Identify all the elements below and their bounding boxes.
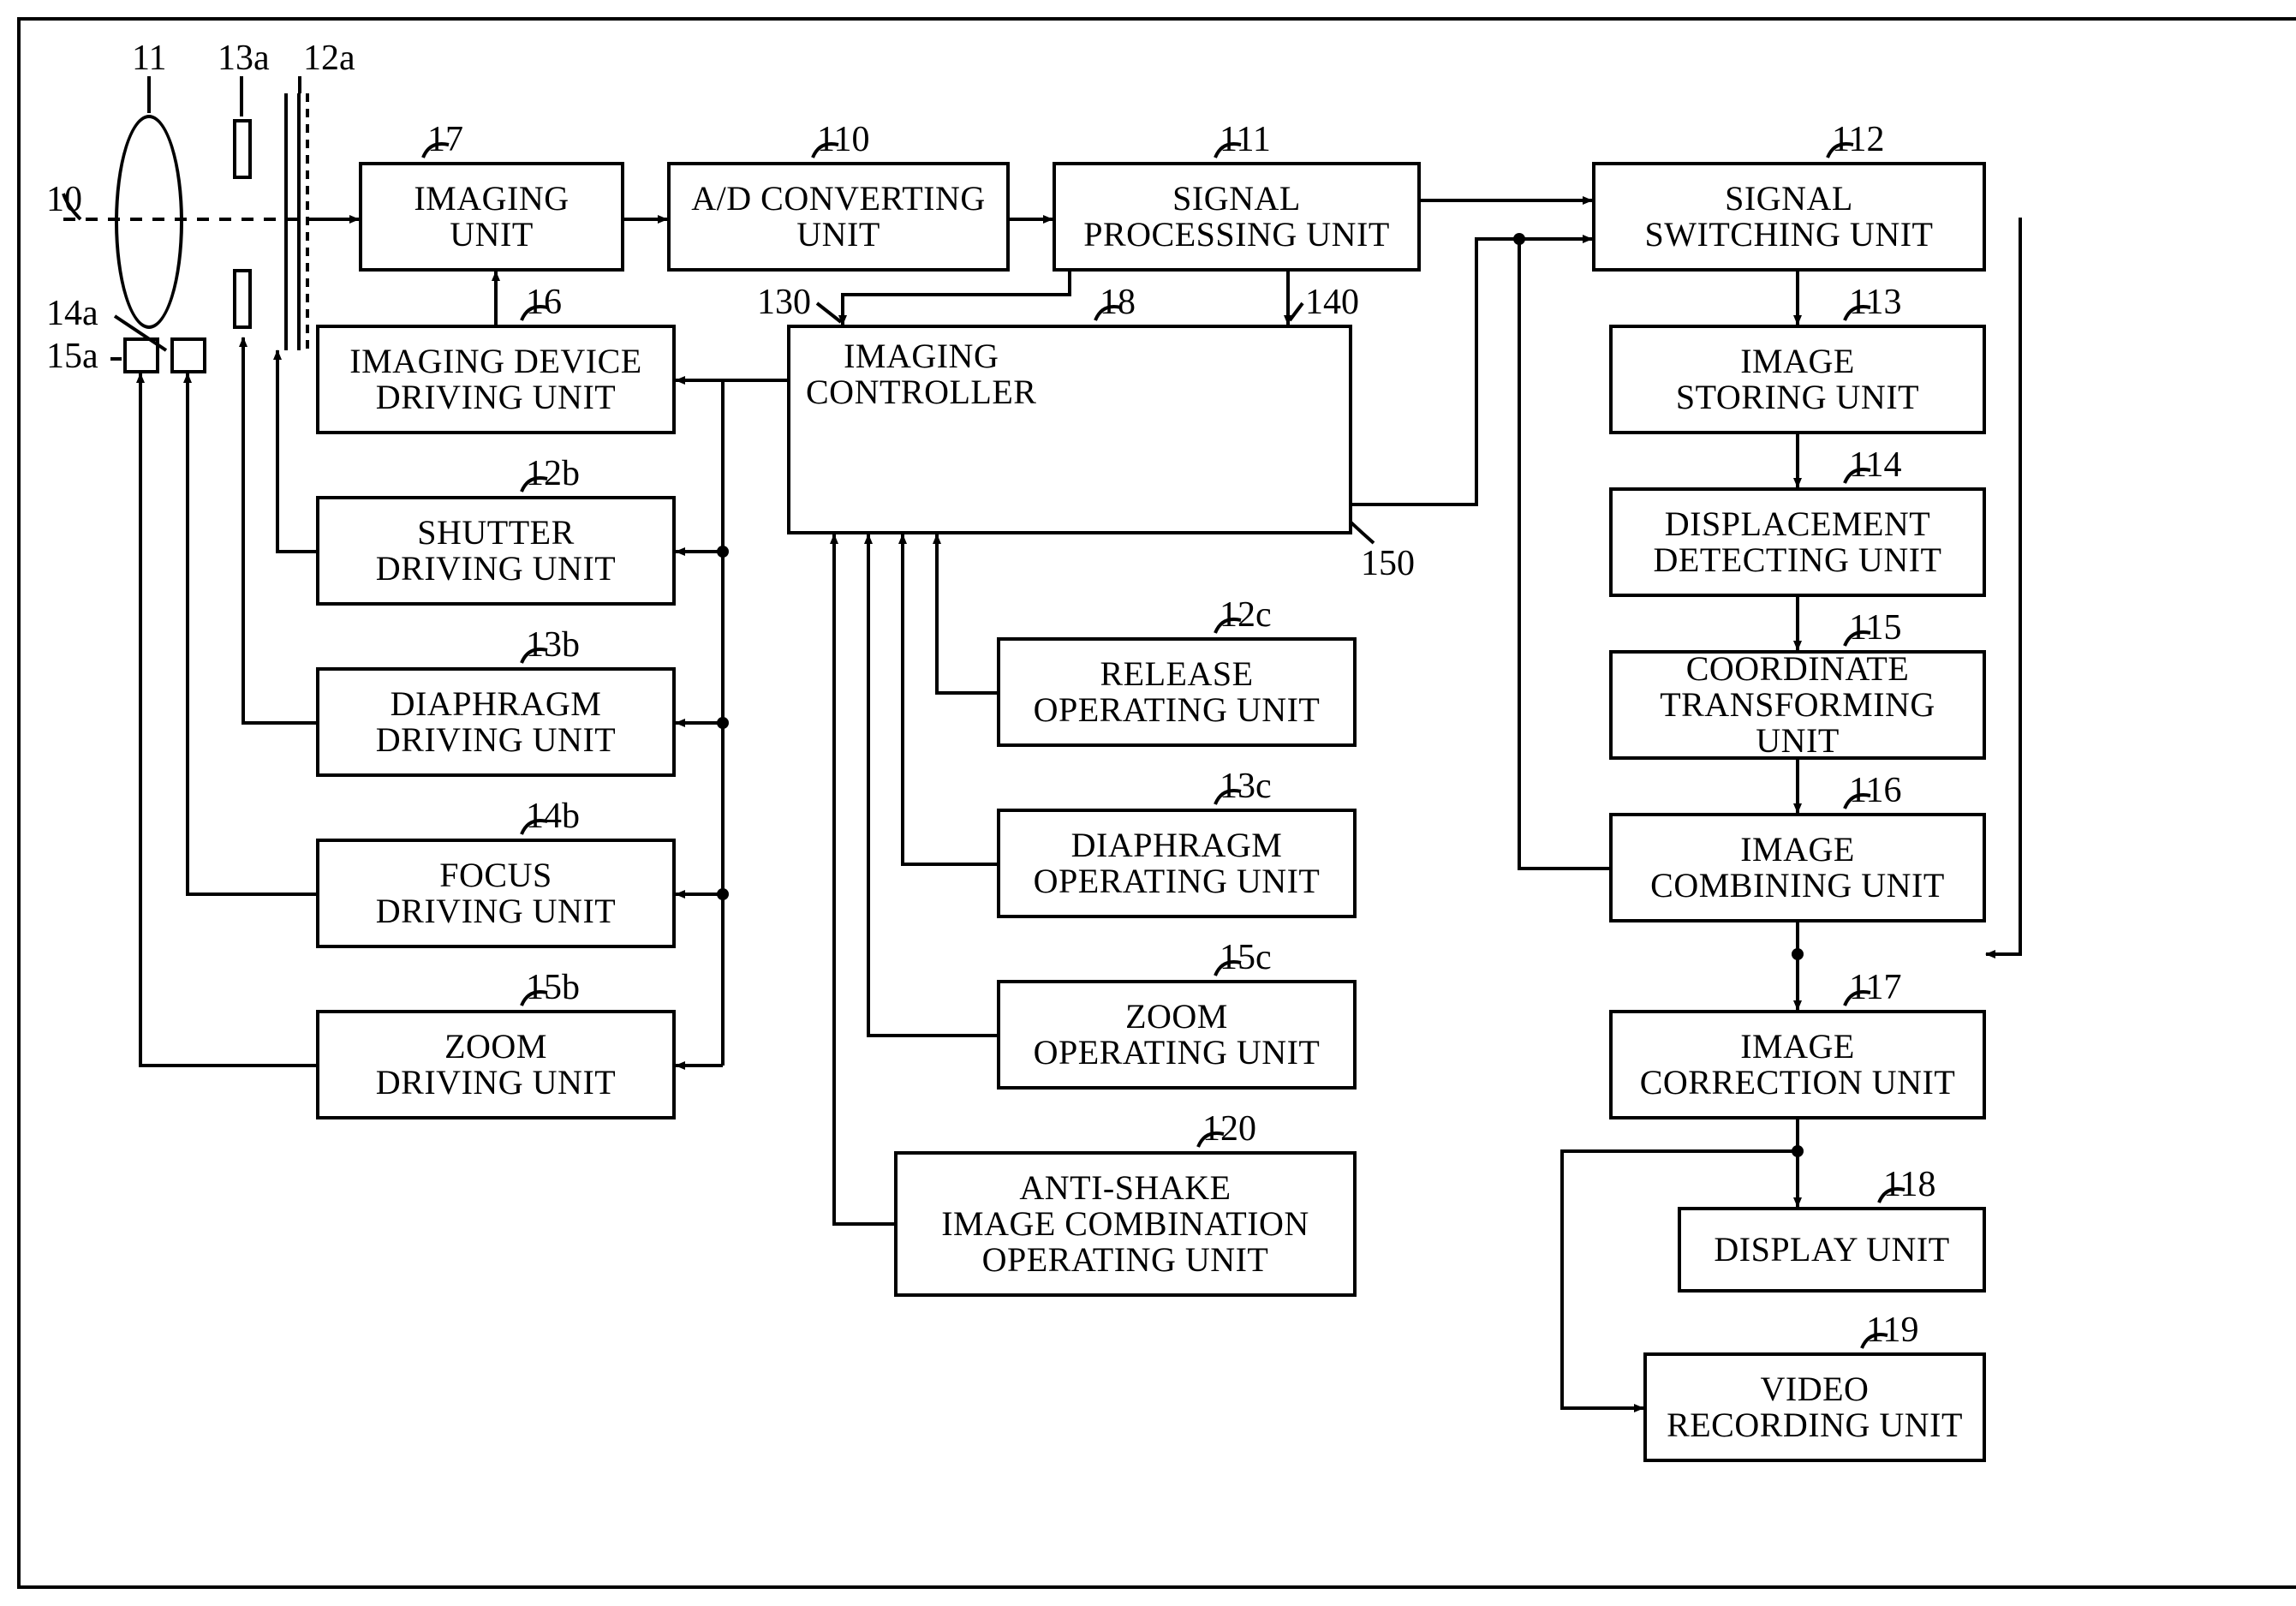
- ref-114: 114: [1849, 445, 1901, 486]
- block-shutter-driving: SHUTTER DRIVING UNIT: [316, 496, 676, 606]
- block-diaphragm-driving: DIAPHRAGM DRIVING UNIT: [316, 667, 676, 777]
- ref-118: 118: [1883, 1164, 1935, 1205]
- ref-112: 112: [1832, 119, 1884, 160]
- block-imaging-controller: IMAGING CONTROLLER: [787, 325, 1352, 534]
- ref-18: 18: [1100, 282, 1136, 323]
- block-focus-driving: FOCUS DRIVING UNIT: [316, 839, 676, 948]
- ref-11: 11: [132, 38, 166, 79]
- ref-14b: 14b: [526, 796, 580, 837]
- block-diaphragm-operating: DIAPHRAGM OPERATING UNIT: [997, 809, 1357, 918]
- diaphragm-top-13a: [233, 119, 252, 179]
- diagram-canvas: IMAGING UNIT A/D CONVERTING UNIT SIGNAL PR…: [17, 17, 2296, 1589]
- ref-15c: 15c: [1220, 937, 1272, 978]
- block-image-combining: IMAGE COMBINING UNIT: [1609, 813, 1986, 922]
- ref-113: 113: [1849, 282, 1901, 323]
- diaphragm-bottom-13a: [233, 269, 252, 329]
- ref-130: 130: [757, 282, 811, 323]
- conn-sigproc-down-130: [843, 272, 1070, 325]
- conn-zoom-op-to-ctrl: [868, 534, 997, 1036]
- block-ad-converting-unit: A/D CONVERTING UNIT: [667, 162, 1010, 272]
- ref-120: 120: [1202, 1108, 1256, 1149]
- block-displacement-detect: DISPLACEMENT DETECTING UNIT: [1609, 487, 1986, 597]
- conn-zoom-to-15a: [140, 373, 316, 1066]
- lens-11: [115, 115, 183, 329]
- block-release-operating: RELEASE OPERATING UNIT: [997, 637, 1357, 747]
- block-imaging-device-drv: IMAGING DEVICE DRIVING UNIT: [316, 325, 676, 434]
- ref-12c: 12c: [1220, 594, 1272, 636]
- conn-130-leader: [817, 303, 841, 322]
- ref-13b: 13b: [526, 624, 580, 666]
- block-coord-transform: COORDINATE TRANSFORMING UNIT: [1609, 650, 1986, 760]
- conn-diaphragm-to-13a: [243, 337, 316, 723]
- conn-140-leader: [1290, 303, 1303, 320]
- block-zoom-operating: ZOOM OPERATING UNIT: [997, 980, 1357, 1090]
- ref-12b: 12b: [526, 453, 580, 494]
- ref-16: 16: [526, 282, 562, 323]
- ref-17: 17: [427, 119, 463, 160]
- block-zoom-driving: ZOOM DRIVING UNIT: [316, 1010, 676, 1119]
- ref-15b: 15b: [526, 967, 580, 1008]
- block-signal-processing: SIGNAL PROCESSING UNIT: [1053, 162, 1421, 272]
- block-video-recording: VIDEO RECORDING UNIT: [1643, 1352, 1986, 1462]
- conn-ctrl-right-out: [1352, 239, 1592, 504]
- ref-117: 117: [1849, 967, 1901, 1008]
- ref-110: 110: [817, 119, 869, 160]
- conn-release-to-ctrl: [937, 534, 997, 693]
- conn-diaph-op-to-ctrl: [903, 534, 997, 864]
- ref-116: 116: [1849, 770, 1901, 811]
- block-display-unit: DISPLAY UNIT: [1678, 1207, 1986, 1293]
- ref-111: 111: [1220, 119, 1271, 160]
- block-image-storing: IMAGE STORING UNIT: [1609, 325, 1986, 434]
- conn-switch-bypass-down: [1986, 218, 2020, 954]
- block-signal-switching: SIGNAL SWITCHING UNIT: [1592, 162, 1986, 272]
- ref-15a: 15a: [46, 336, 98, 377]
- conn-shutter-to-12a: [277, 350, 316, 552]
- conn-antishake-to-ctrl: [834, 534, 894, 1224]
- conn-combine-feedback: [1519, 239, 1609, 869]
- ref-12a: 12a: [303, 38, 355, 79]
- block-imaging-unit: IMAGING UNIT: [359, 162, 624, 272]
- ref-13a: 13a: [218, 38, 270, 79]
- ref-14a: 14a: [46, 293, 98, 334]
- ref-119: 119: [1866, 1310, 1918, 1351]
- zoom-box-15a: [123, 337, 159, 373]
- ref-13c: 13c: [1220, 766, 1272, 807]
- block-anti-shake: ANTI-SHAKE IMAGE COMBINATION OPERATING U…: [894, 1151, 1357, 1297]
- ref-115: 115: [1849, 607, 1901, 648]
- block-image-correction: IMAGE CORRECTION UNIT: [1609, 1010, 1986, 1119]
- ref-150: 150: [1361, 543, 1415, 584]
- ref-10: 10: [46, 179, 82, 220]
- focus-box-14a: [170, 337, 206, 373]
- ref-140: 140: [1305, 282, 1359, 323]
- conn-focus-to-14a: [188, 373, 316, 894]
